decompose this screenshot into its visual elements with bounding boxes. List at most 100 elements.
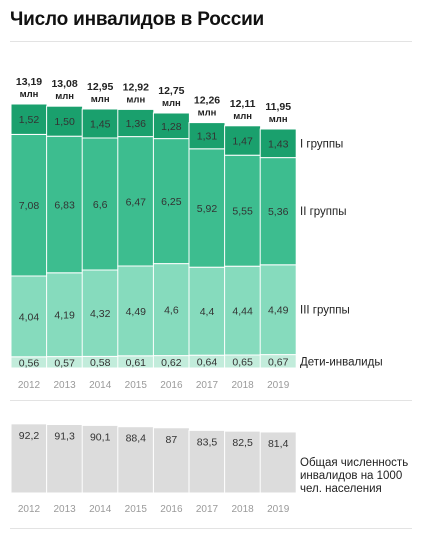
x-tick-label: 2013 — [53, 504, 76, 515]
data-label-group3: 4,49 — [268, 305, 289, 317]
bar-group1 — [10, 103, 48, 135]
x-tick-label: 2015 — [125, 504, 148, 515]
data-label-group2: 6,6 — [93, 199, 108, 211]
x-tick-label: 2017 — [196, 504, 219, 515]
bar-group2 — [117, 136, 155, 267]
x-tick-label: 2013 — [53, 380, 76, 391]
total-unit-label: млн — [233, 111, 252, 122]
data-label-children: 0,58 — [90, 357, 111, 369]
legend-group3: III группы — [300, 305, 350, 317]
bar-total-per-1000 — [224, 430, 262, 494]
x-tick-label: 2017 — [196, 380, 219, 391]
x-tick-label: 2014 — [89, 504, 112, 515]
bar-total-per-1000 — [117, 426, 155, 494]
x-tick-label: 2018 — [231, 504, 254, 515]
data-label-children: 0,61 — [126, 357, 147, 369]
total-unit-label: млн — [20, 89, 39, 100]
title-divider — [10, 41, 412, 42]
data-label-per-1000: 88,4 — [126, 433, 147, 445]
data-label-children: 0,64 — [197, 357, 218, 369]
data-label-group1: 1,31 — [197, 131, 218, 143]
bar-group3 — [10, 275, 48, 358]
data-label-group1: 1,28 — [161, 121, 182, 133]
data-label-per-1000: 82,5 — [232, 437, 253, 449]
legend-per-1000: Общая численность — [300, 457, 408, 469]
data-label-group1: 1,45 — [90, 119, 111, 131]
bar-group1 — [81, 108, 119, 139]
bar-group2 — [224, 154, 262, 267]
data-label-group2: 5,36 — [268, 206, 289, 218]
bar-total-per-1000 — [188, 429, 226, 494]
data-label-per-1000: 81,4 — [268, 438, 289, 450]
bar-group3 — [224, 265, 262, 356]
total-label: 12,92 — [123, 81, 149, 93]
data-label-group1: 1,36 — [126, 118, 147, 130]
bar-group3 — [117, 265, 155, 357]
x-tick-label: 2018 — [231, 380, 254, 391]
total-label: 11,95 — [265, 101, 291, 113]
data-label-children: 0,57 — [54, 357, 75, 369]
total-label: 12,26 — [194, 95, 220, 107]
bar-group1 — [152, 112, 190, 140]
data-label-children: 0,62 — [161, 357, 182, 369]
bar-group2 — [81, 137, 119, 271]
x-tick-label: 2012 — [18, 504, 41, 515]
bar-group2 — [46, 135, 84, 274]
total-label: 12,95 — [87, 81, 113, 93]
data-label-children: 0,56 — [19, 357, 40, 369]
total-label: 12,75 — [158, 85, 184, 97]
data-label-group1: 1,43 — [268, 138, 289, 150]
x-tick-label: 2016 — [160, 504, 183, 515]
data-label-group2: 7,08 — [19, 200, 40, 212]
total-label: 12,11 — [230, 98, 256, 110]
total-unit-label: млн — [162, 98, 181, 109]
x-tick-label: 2019 — [267, 380, 290, 391]
data-label-group3: 4,32 — [90, 308, 111, 320]
bottom-divider — [10, 528, 412, 529]
total-unit-label: млн — [126, 94, 145, 105]
data-label-group1: 1,47 — [232, 136, 253, 148]
bar-group1 — [117, 108, 155, 138]
total-unit-label: млн — [198, 108, 217, 119]
total-unit-label: млн — [91, 94, 110, 105]
data-label-group3: 4,19 — [54, 310, 75, 322]
data-label-children: 0,67 — [268, 356, 289, 368]
data-label-group2: 6,25 — [161, 196, 182, 208]
bar-group2 — [10, 133, 48, 277]
data-label-per-1000: 83,5 — [197, 436, 218, 448]
data-label-per-1000: 87 — [166, 434, 178, 446]
chart-title: Число инвалидов в России — [10, 9, 265, 30]
data-label-group3: 4,49 — [126, 306, 147, 318]
total-unit-label: млн — [55, 91, 74, 102]
data-label-group1: 1,50 — [54, 116, 75, 128]
data-label-group1: 1,52 — [19, 114, 40, 126]
x-tick-label: 2012 — [18, 380, 41, 391]
legend-per-1000: инвалидов на 1000 — [300, 470, 402, 482]
data-label-group3: 4,4 — [200, 306, 215, 318]
bar-group3 — [81, 269, 119, 357]
data-label-group2: 6,47 — [126, 196, 147, 208]
bar-group2 — [188, 148, 226, 268]
legend-group1: I группы — [300, 138, 343, 150]
data-label-per-1000: 90,1 — [90, 431, 111, 443]
bar-group1 — [46, 105, 84, 137]
x-tick-label: 2016 — [160, 380, 183, 391]
x-tick-label: 2014 — [89, 380, 112, 391]
bar-group1 — [259, 128, 297, 159]
chart-divider — [10, 400, 412, 401]
data-label-per-1000: 92,2 — [19, 430, 40, 442]
bar-total-per-1000 — [46, 424, 84, 494]
data-label-per-1000: 91,3 — [54, 431, 75, 443]
data-label-group3: 4,04 — [19, 311, 40, 323]
bar-total-per-1000 — [10, 423, 48, 494]
data-label-group2: 5,92 — [197, 203, 218, 215]
data-label-group2: 6,83 — [54, 200, 75, 212]
total-label: 13,08 — [51, 78, 77, 90]
total-label: 13,19 — [16, 76, 42, 88]
x-tick-label: 2015 — [125, 380, 148, 391]
x-tick-label: 2019 — [267, 504, 290, 515]
bar-group2 — [259, 157, 297, 266]
legend-group2: II группы — [300, 206, 347, 218]
legend-children: Дети-инвалиды — [300, 356, 383, 368]
